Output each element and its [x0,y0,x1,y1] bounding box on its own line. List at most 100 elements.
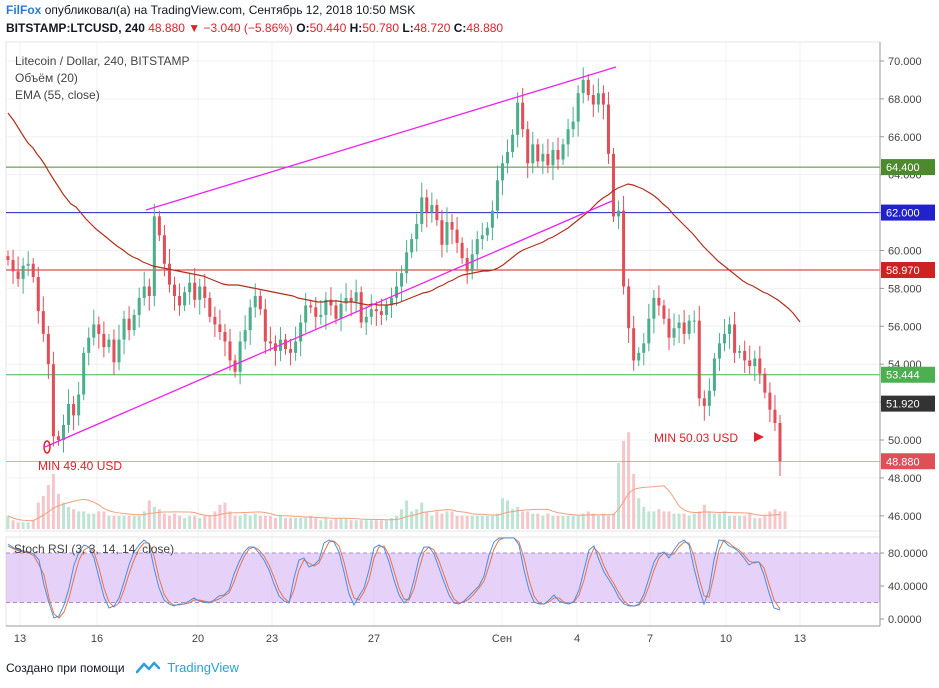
candle-body [627,286,631,329]
volume-bar [425,511,429,529]
volume-bar [157,509,161,529]
volume-bar [339,518,343,529]
volume-bar [455,515,459,529]
volume-bar [56,493,60,529]
volume-bar [475,515,479,529]
candle-body [334,305,338,319]
last-price: 48.880 [148,21,185,35]
candle-body [349,297,353,302]
volume-bar [738,515,742,529]
candle-body [672,328,676,338]
volume-bar [46,485,50,529]
candle-body [495,180,499,211]
price-level-tag-label: 64.400 [886,162,920,174]
volume-bar [591,513,595,529]
time-tick-label: 10 [720,633,732,645]
price-level-tag-label: 48.880 [886,456,920,468]
volume-bar [516,507,520,529]
volume-bar [697,511,701,529]
volume-legend[interactable]: Объём (20) [15,71,78,85]
volume-bar [87,513,91,529]
volume-bar [102,511,106,529]
candle-body [712,358,716,391]
time-tick-label: 27 [368,633,380,645]
volume-bar [778,511,782,529]
volume-bar [415,509,419,529]
volume-bar [384,520,388,529]
volume-bar [511,509,515,529]
author-name[interactable]: FilFox [6,3,42,17]
candle-body [566,129,570,145]
candle-body [142,286,146,298]
volume-bar [465,515,469,529]
price-level-tag [881,395,935,412]
channel-upper-trendline [145,66,617,211]
candle-body [203,286,207,298]
candle-body [228,341,232,361]
price-level-tag-label: 62.000 [886,208,920,220]
volume-bar [359,520,363,529]
price-level-tag [881,159,935,176]
time-tick-label: Сен [492,633,512,645]
volume-bar [36,502,40,529]
tradingview-brand[interactable]: TradingView [167,660,239,675]
volume-bar [16,522,20,529]
candle-body [344,297,348,304]
volume-bar [127,515,131,529]
volume-bar [334,518,338,529]
candle-body [152,216,156,296]
candle-body [728,324,732,334]
candle-body [571,121,575,130]
volume-bar [662,511,666,529]
volume-bar [728,515,732,529]
volume-bar [82,511,86,529]
volume-bar [72,509,76,529]
volume-bar [566,515,570,529]
volume-bar [470,515,474,529]
ema-legend[interactable]: EMA (55, close) [15,88,100,102]
volume-bar [606,515,610,529]
volume-bar [753,518,757,529]
candle-body [662,305,666,319]
volume-bar [733,515,737,529]
high-value: 50.780 [362,21,400,35]
volume-bar [253,513,257,529]
volume-bar [596,515,600,529]
volume-bar [748,513,752,529]
volume-bar [581,513,585,529]
candle-body [511,134,515,152]
candle-body [374,309,378,312]
tradingview-logo-icon[interactable] [135,660,161,677]
volume-bar [172,513,177,529]
candle-body [531,144,535,164]
volume-bar [536,513,540,529]
volume-bar [601,513,605,529]
volume-bar [374,520,378,529]
stoch-rsi-legend[interactable]: Stoch RSI (3, 3, 14, 14, close) [14,542,175,556]
candle-body [697,320,701,399]
candle-body [16,271,20,279]
chart-axes: 70.00068.00066.00064.00062.00060.00058.0… [6,42,935,645]
volume-bar [26,522,30,529]
candle-body [632,328,636,361]
candle-body [172,284,177,296]
candle-body [243,330,247,342]
candle-body [198,286,202,300]
candle-body [218,324,222,332]
volume-bar [228,511,232,529]
series-legend-title[interactable]: Litecoin / Dollar, 240, BITSTAMP [15,54,190,68]
candle-body [193,282,197,300]
candle-body [167,263,171,285]
created-with-text: Создано при помощи [6,661,125,675]
price-level-tag [881,366,935,383]
candle-body [258,295,262,310]
candle-body [354,292,358,302]
candle-body [11,259,15,272]
volume-bar [117,515,121,529]
price-level-tag-label: 58.970 [886,265,920,277]
candle-body [400,273,404,287]
price-tick-label: 60.000 [888,245,922,257]
candle-body [475,239,479,255]
candle-body [97,324,101,334]
volume-bar [284,518,288,529]
